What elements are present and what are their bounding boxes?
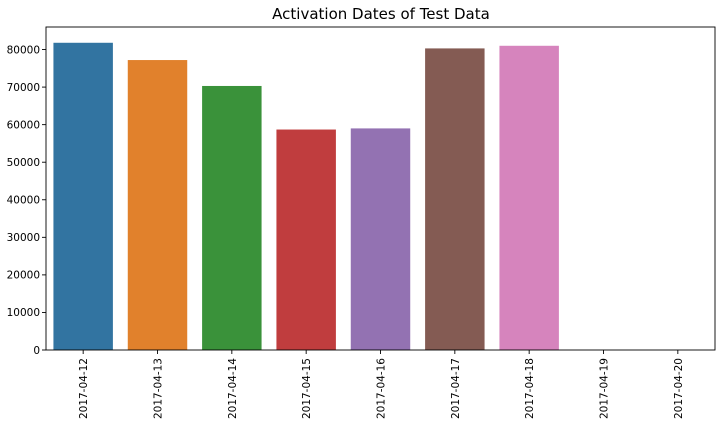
- bar-2017-04-17: [425, 48, 485, 350]
- y-tick-label: 30000: [7, 232, 40, 244]
- x-axis: 2017-04-12 2017-04-13 2017-04-14 2017-04-15…: [78, 350, 685, 419]
- x-tick-label: 2017-04-13: [153, 358, 165, 419]
- y-tick-label: 50000: [7, 157, 40, 169]
- y-tick-label: 80000: [7, 44, 40, 56]
- bar-2017-04-12: [53, 42, 113, 351]
- y-tick-label: 0: [33, 345, 40, 357]
- y-tick-label: 20000: [7, 270, 40, 282]
- y-axis: 0 10000 20000 30000 40000 50000 60000 70000 8000…: [7, 44, 46, 357]
- y-tick-label: 70000: [7, 82, 40, 94]
- bars-group: [53, 42, 559, 351]
- plot-frame: [45, 26, 716, 351]
- x-tick-label: 2017-04-15: [301, 358, 313, 419]
- chart-title: Activation Dates of Test Data: [272, 5, 490, 23]
- x-tick-label: 2017-04-19: [599, 358, 611, 419]
- bar-2017-04-13: [127, 60, 188, 351]
- x-tick-label: 2017-04-17: [450, 358, 462, 419]
- bar-2017-04-18: [499, 45, 559, 351]
- y-tick-label: 10000: [7, 307, 40, 319]
- y-tick-label: 60000: [7, 119, 40, 131]
- bar-2017-04-15: [276, 129, 336, 350]
- x-tick-label: 2017-04-14: [227, 358, 239, 419]
- x-tick-label: 2017-04-16: [376, 358, 388, 419]
- bar-2017-04-16: [350, 128, 411, 350]
- x-tick-label: 2017-04-18: [524, 358, 536, 419]
- x-tick-label: 2017-04-20: [673, 358, 685, 419]
- y-tick-label: 40000: [7, 195, 40, 207]
- bar-2017-04-14: [202, 85, 262, 350]
- x-tick-label: 2017-04-12: [78, 358, 90, 419]
